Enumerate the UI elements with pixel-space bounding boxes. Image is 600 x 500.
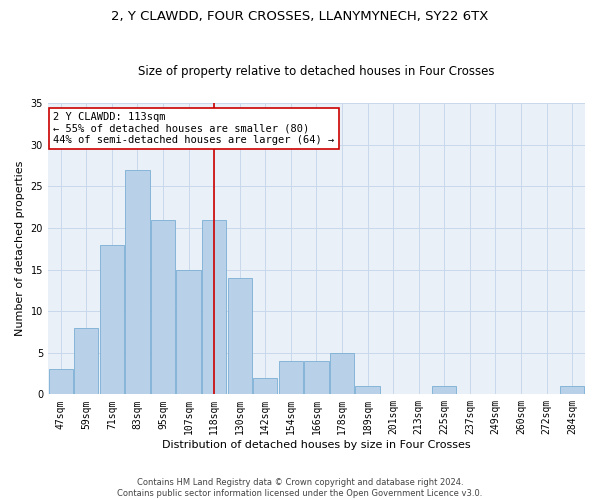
- Bar: [253, 378, 277, 394]
- Bar: [202, 220, 226, 394]
- X-axis label: Distribution of detached houses by size in Four Crosses: Distribution of detached houses by size …: [162, 440, 471, 450]
- Bar: [279, 361, 303, 394]
- Bar: [432, 386, 457, 394]
- Text: Contains HM Land Registry data © Crown copyright and database right 2024.
Contai: Contains HM Land Registry data © Crown c…: [118, 478, 482, 498]
- Bar: [100, 244, 124, 394]
- Text: 2, Y CLAWDD, FOUR CROSSES, LLANYMYNECH, SY22 6TX: 2, Y CLAWDD, FOUR CROSSES, LLANYMYNECH, …: [112, 10, 488, 23]
- Bar: [560, 386, 584, 394]
- Bar: [74, 328, 98, 394]
- Bar: [151, 220, 175, 394]
- Bar: [125, 170, 149, 394]
- Bar: [227, 278, 252, 394]
- Bar: [304, 361, 329, 394]
- Text: 2 Y CLAWDD: 113sqm
← 55% of detached houses are smaller (80)
44% of semi-detache: 2 Y CLAWDD: 113sqm ← 55% of detached hou…: [53, 112, 335, 145]
- Bar: [355, 386, 380, 394]
- Title: Size of property relative to detached houses in Four Crosses: Size of property relative to detached ho…: [138, 66, 495, 78]
- Y-axis label: Number of detached properties: Number of detached properties: [15, 161, 25, 336]
- Bar: [330, 353, 354, 395]
- Bar: [49, 370, 73, 394]
- Bar: [176, 270, 201, 394]
